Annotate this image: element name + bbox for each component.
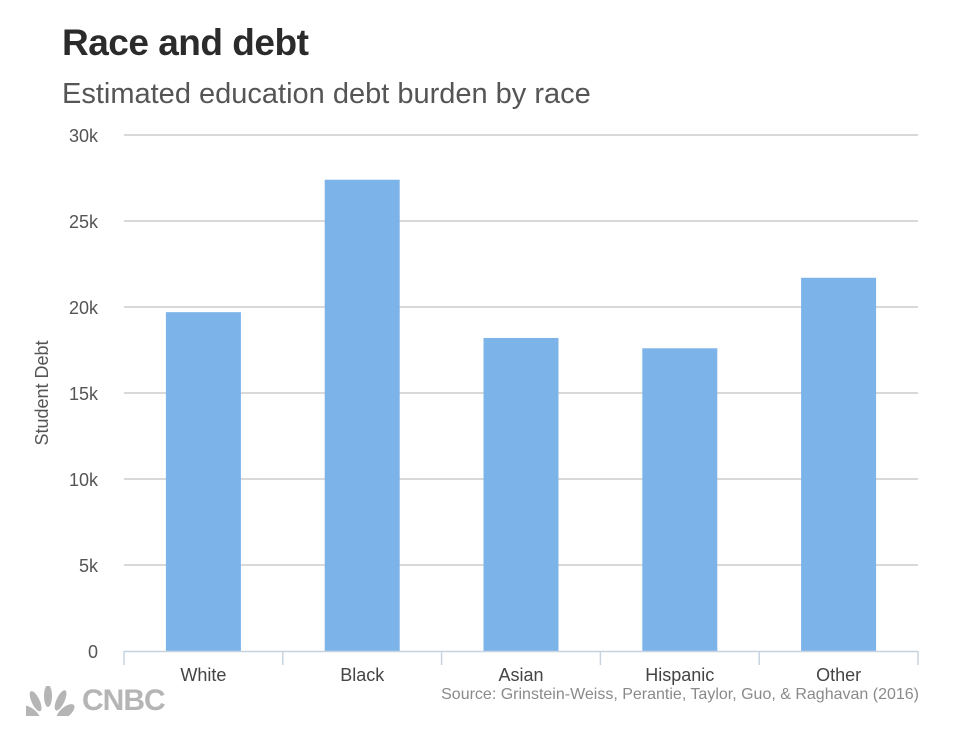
chart-subtitle: Estimated education debt burden by race [62,78,591,110]
y-tick-label: 10k [69,470,99,490]
source-note: Source: Grinstein-Weiss, Perantie, Taylo… [441,686,919,703]
x-tick-label: Other [816,665,861,685]
peacock-icon [26,686,75,716]
y-axis-label: Student Debt [32,340,52,445]
bar-hispanic [642,348,718,651]
cnbc-logo: CNBC [26,684,166,718]
y-tick-label: 30k [69,126,99,146]
logo-text: CNBC [82,684,166,717]
y-tick-label: 20k [69,298,99,318]
y-tick-label: 5k [79,556,99,576]
x-tick-label: Hispanic [645,665,714,685]
y-tick-label: 15k [69,384,99,404]
y-tick-label: 25k [69,212,99,232]
bar-asian [483,337,559,651]
bar-white [165,312,241,651]
x-tick-label: Asian [498,665,543,685]
chart-title: Race and debt [62,22,309,63]
bar-other [801,277,877,651]
bar-black [324,179,400,651]
x-tick-label: Black [340,665,385,685]
x-tick-label: White [180,665,226,685]
y-tick-label: 0 [88,642,98,662]
